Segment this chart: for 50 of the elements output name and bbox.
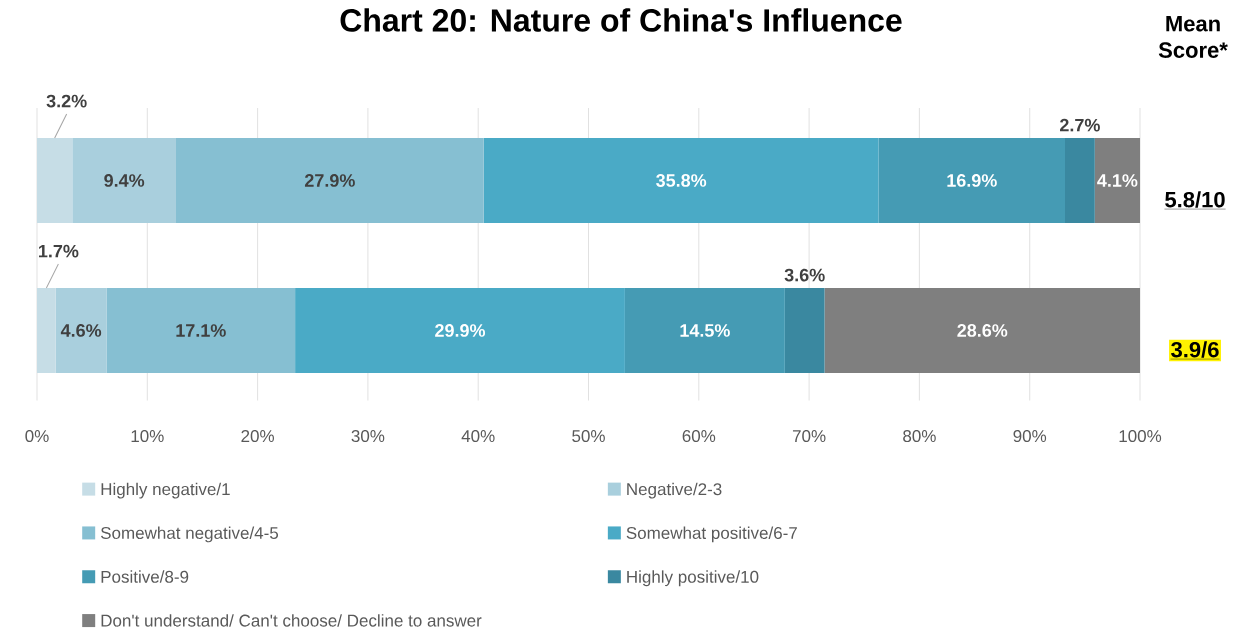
data-label: 3.6% — [784, 268, 825, 282]
data-label: 3.2% — [46, 94, 87, 108]
bar — [37, 138, 73, 223]
legend-label: Highly positive/10 — [627, 570, 759, 587]
text: 3.9/6 — [1171, 341, 1219, 358]
bar — [878, 138, 1065, 223]
data-label: 29.9% — [435, 324, 486, 337]
x-tick-label: 0% — [25, 430, 49, 443]
data-label: 4.6% — [60, 324, 102, 337]
data-label: 27.9% — [304, 174, 355, 187]
x-tick-label: 90% — [1013, 430, 1047, 443]
x-tick-label: 20% — [241, 430, 274, 443]
bar — [824, 288, 1141, 374]
x-tick-label: 80% — [903, 430, 936, 443]
x-tick-label: 40% — [461, 430, 495, 443]
x-tick-label: 100% — [1119, 430, 1162, 443]
bar — [1094, 138, 1141, 223]
data-label: 14.5% — [680, 324, 730, 337]
legend-label: Don't understand/ Can't choose/ Decline to answer — [101, 614, 482, 627]
legend-label: Highly negative/1 — [101, 482, 230, 499]
bar — [55, 288, 107, 374]
legend-label: Somewhat negative/4-5 — [100, 526, 279, 543]
text: Mean Score* — [1158, 16, 1228, 58]
data-label: 4.1% — [1097, 174, 1138, 187]
bar — [483, 138, 879, 223]
chart-title: Chart 20: Nature of China's Influence — [340, 8, 902, 32]
bar — [784, 288, 825, 374]
x-tick-label: 70% — [792, 430, 826, 443]
data-label: 2.7% — [1060, 118, 1100, 132]
bar — [106, 288, 296, 374]
data-label: 28.6% — [957, 324, 1008, 337]
data-label: 1.7% — [39, 244, 79, 258]
bar — [72, 138, 176, 223]
data-label: 9.4% — [104, 174, 145, 187]
bar — [295, 288, 625, 374]
legend-label: Positive/8-9 — [101, 570, 189, 583]
legend-label: Negative/2-3 — [627, 482, 722, 499]
data-label: 17.1% — [176, 324, 226, 337]
bar — [624, 288, 785, 374]
x-tick-label: 60% — [682, 430, 716, 443]
x-tick-label: 10% — [131, 430, 164, 443]
x-tick-label: 50% — [572, 430, 605, 443]
bar — [1065, 138, 1095, 223]
x-tick-label: 30% — [351, 430, 385, 443]
bar — [37, 288, 56, 374]
data-label: 16.9% — [947, 174, 997, 187]
data-label: 35.8% — [656, 174, 707, 187]
bar — [175, 138, 484, 223]
text: 5.8/10 — [1165, 191, 1225, 208]
legend-label: Somewhat positive/6-7 — [626, 526, 797, 543]
